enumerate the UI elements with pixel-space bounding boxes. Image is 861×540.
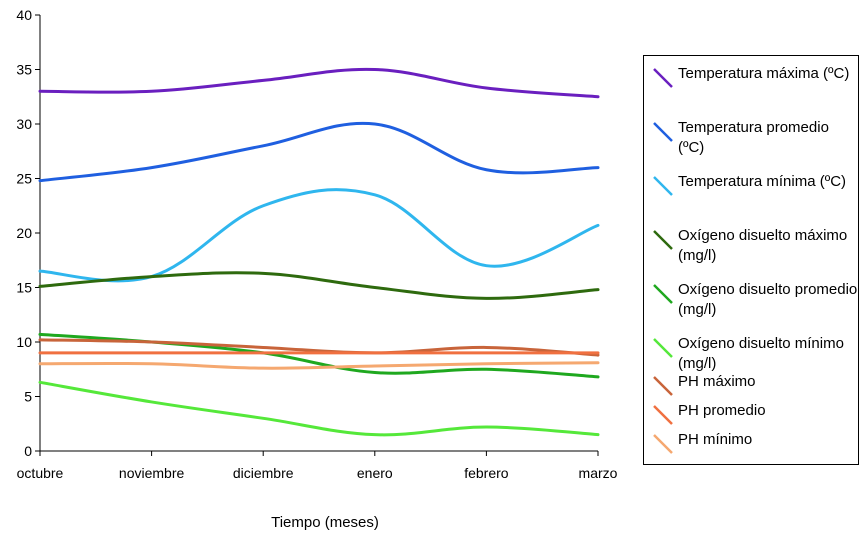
legend: Temperatura máxima (ºC) Temperatura prome… [643, 55, 859, 465]
legend-swatch [653, 284, 673, 304]
legend-swatch-line [653, 376, 673, 396]
legend-swatch [653, 338, 673, 358]
legend-swatch-line [653, 122, 673, 142]
y-tick-label: 35 [16, 62, 32, 78]
legend-swatch [653, 434, 673, 454]
series-line-6 [38, 380, 600, 437]
legend-swatch-line [653, 284, 673, 304]
y-tick-label: 15 [16, 280, 32, 296]
legend-swatch-line [653, 68, 673, 88]
y-tick-label: 5 [24, 389, 32, 405]
x-tick-label: marzo [579, 465, 618, 481]
y-tick-label: 0 [24, 443, 32, 459]
legend-label: Temperatura máxima (ºC) [678, 65, 850, 82]
legend-swatch-line [653, 434, 673, 454]
legend-label: PH máximo [678, 373, 756, 390]
x-tick-label: febrero [464, 465, 509, 481]
legend-swatch-line [653, 405, 673, 425]
series-line-9 [38, 361, 600, 370]
x-tick-label: enero [357, 465, 393, 481]
legend-swatch [653, 405, 673, 425]
legend-swatch-line [653, 338, 673, 358]
y-tick-label: 30 [16, 116, 32, 132]
legend-label: Oxígeno disuelto promedio (mg/l) [678, 281, 858, 318]
legend-swatch-line [653, 176, 673, 196]
series-line-2 [38, 121, 600, 183]
legend-swatch-line [653, 230, 673, 250]
series-line-4 [38, 271, 600, 300]
y-tick-label: 20 [16, 225, 32, 241]
legend-label: Temperatura promedio (ºC) [678, 119, 829, 156]
legend-swatch [653, 230, 673, 250]
legend-label: PH promedio [678, 402, 766, 419]
axes: 0 5 10 15 20 25 30 35 40 octubre noviembre diciembr… [16, 7, 617, 481]
legend-label: Oxígeno disuelto mínimo (mg/l) [678, 335, 844, 372]
x-tick-label: noviembre [119, 465, 185, 481]
series-line-7 [38, 338, 600, 357]
x-axis-title: Tiempo (meses) [271, 514, 379, 531]
legend-label: Oxígeno disuelto máximo (mg/l) [678, 227, 848, 264]
series-layer [38, 67, 600, 437]
y-tick-label: 10 [16, 334, 32, 350]
legend-swatch [653, 176, 673, 196]
x-tick-label: octubre [17, 465, 64, 481]
series-line-1 [38, 67, 600, 99]
legend-swatch [653, 376, 673, 396]
y-tick-label: 40 [16, 7, 32, 23]
y-tick-label: 25 [16, 171, 32, 187]
legend-label: Temperatura mínima (ºC) [678, 173, 847, 190]
legend-swatch [653, 68, 673, 88]
series-line-3 [38, 188, 600, 283]
legend-label: PH mínimo [678, 431, 753, 448]
x-tick-label: diciembre [233, 465, 294, 481]
legend-swatch [653, 122, 673, 142]
